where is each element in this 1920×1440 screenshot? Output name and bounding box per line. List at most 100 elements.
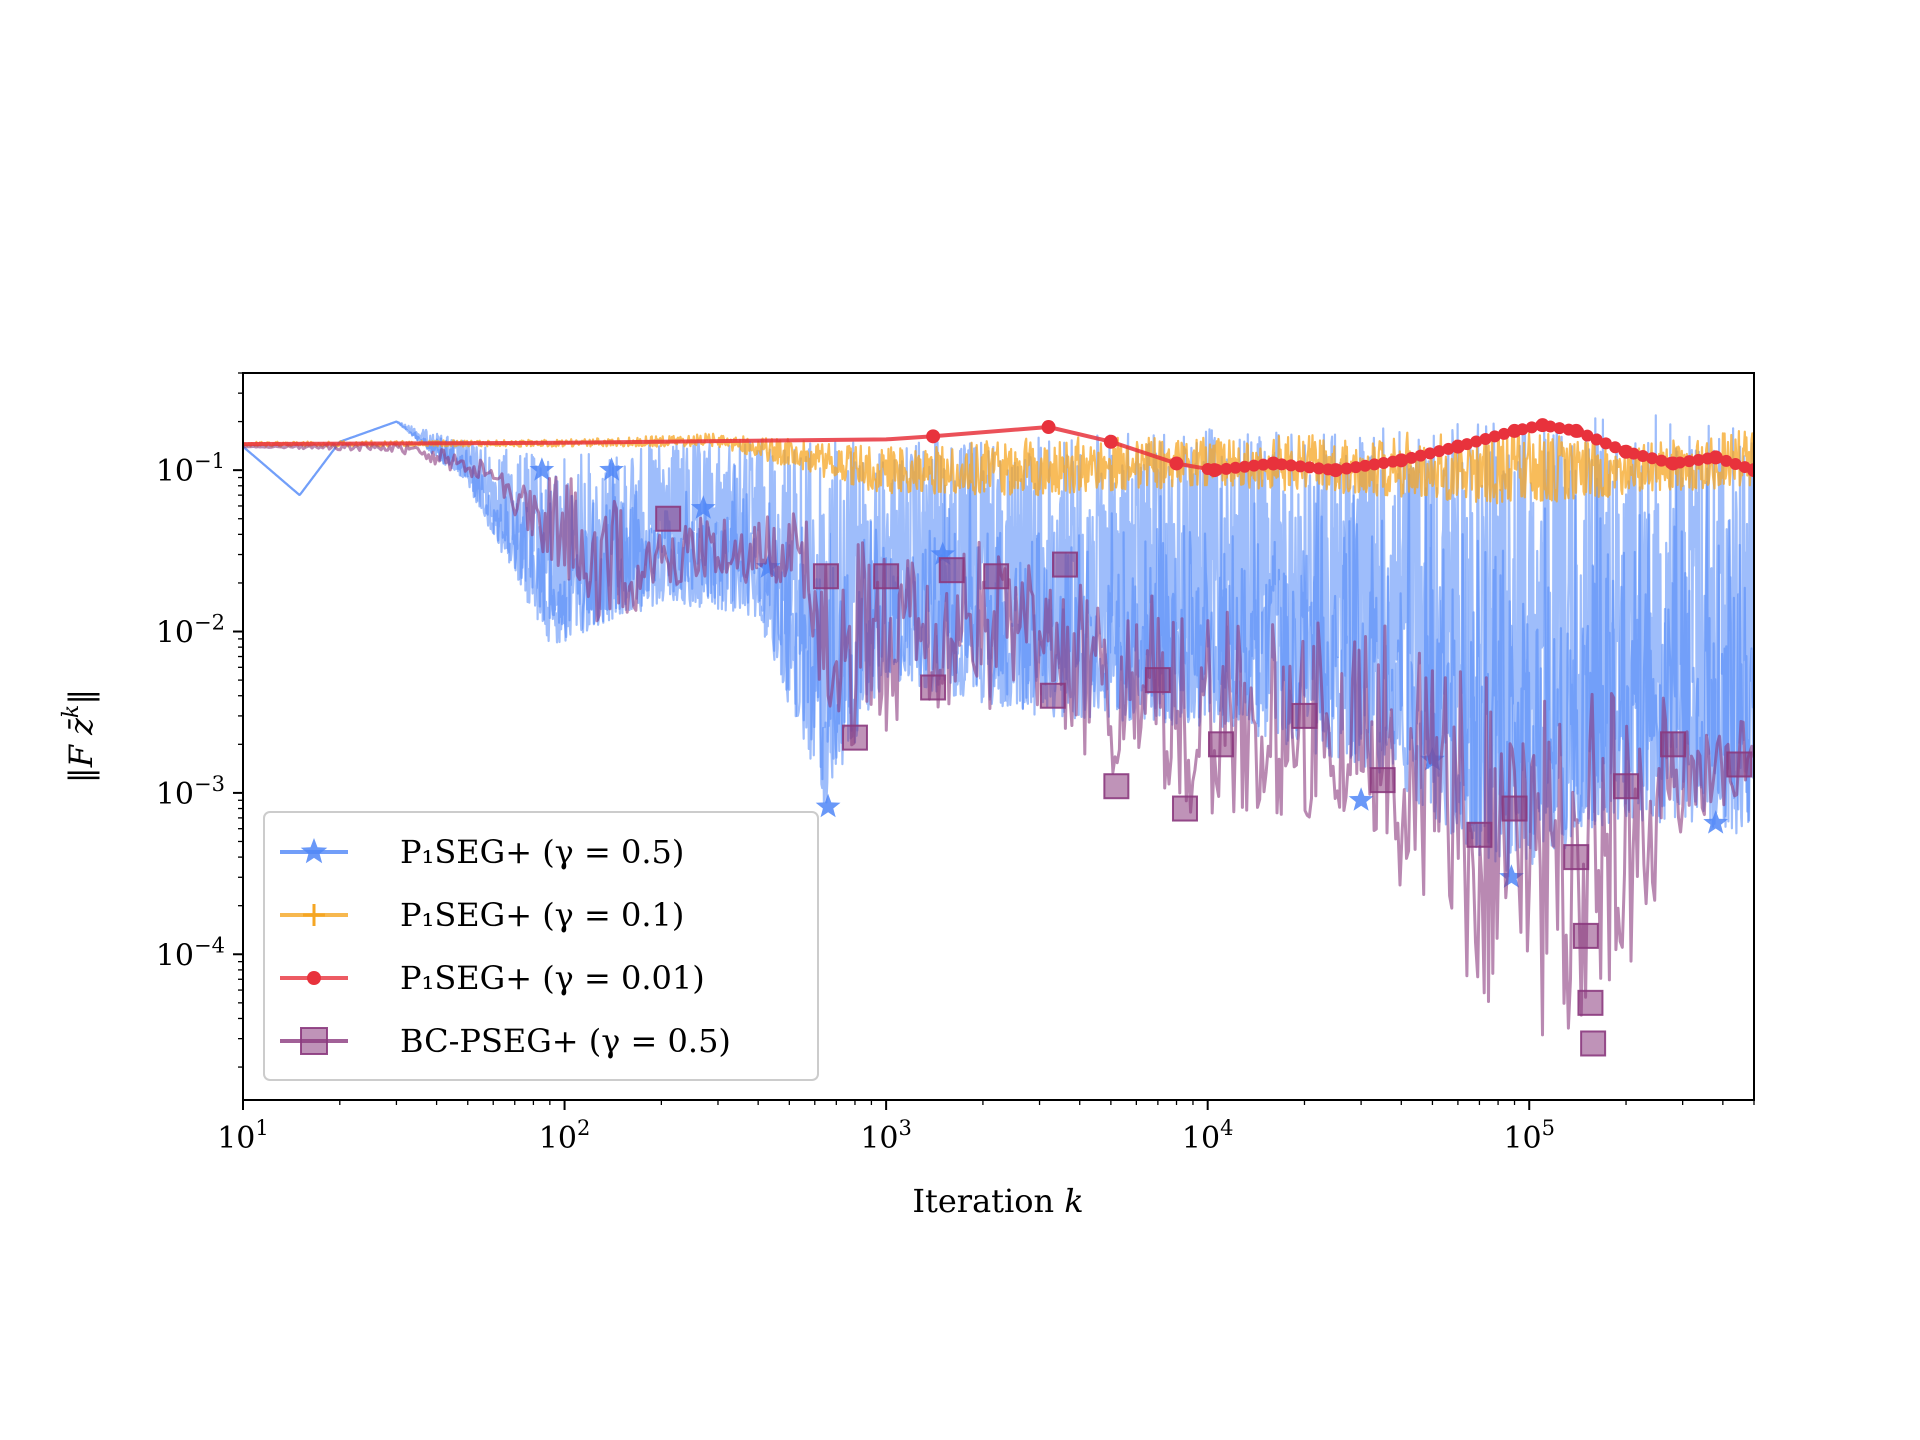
data-point-p1seg-gamma-0.01-dense-10 [1294,460,1307,473]
legend-swatch-marker-0 [300,838,328,864]
data-point-p1seg-gamma-0.01-dense-40 [1572,425,1585,438]
data-point-p1seg-gamma-0.01-dense-43 [1599,437,1612,450]
series-p1seg-gamma-0.01 [243,418,1754,478]
data-point-bc-pseg-gamma-0.5-11 [1171,795,1198,822]
data-point-p1seg-gamma-0.01-dense-22 [1405,451,1418,464]
data-point-bc-pseg-gamma-0.5-23 [1726,751,1753,778]
data-point-p1seg-gamma-0.01-dense-50 [1664,456,1677,469]
data-point-p1seg-gamma-0.01-dense-11 [1303,461,1316,474]
data-point-p1seg-gamma-0.01-dense-38 [1553,422,1566,435]
data-point-p1seg-gamma-0.01-dense-57 [1729,457,1742,470]
data-point-p1seg-gamma-0.01-dense-24 [1423,447,1436,460]
legend-item-1: P₁SEG+ (γ = 0.1) [280,896,684,934]
data-point-p1seg-gamma-0.01-dense-9 [1285,459,1298,472]
x-tick-label-0: 101 [217,1116,269,1156]
data-point-bc-pseg-gamma-0.5-16 [1501,795,1528,822]
data-point-p1seg-gamma-0.01-dense-36 [1535,419,1548,432]
data-point-p1seg-gamma-0.5-6 [1348,787,1374,811]
data-point-p1seg-gamma-0.01-dense-0 [1201,462,1214,475]
data-point-p1seg-gamma-0.01-dense-2 [1220,462,1233,475]
data-point-p1seg-gamma-0.01-3 [926,429,941,444]
data-point-p1seg-gamma-0.01-dense-1 [1210,463,1223,476]
data-point-bc-pseg-gamma-0.5-13 [1291,702,1318,729]
data-point-bc-pseg-gamma-0.5-4 [920,674,947,701]
data-point-p1seg-gamma-0.01-dense-35 [1525,421,1538,434]
y-tick-label-0: 10−1 [156,449,225,489]
data-point-p1seg-gamma-0.01-dense-20 [1386,455,1399,468]
data-point-bc-pseg-gamma-0.5-6 [983,563,1010,590]
series-line-p1seg-gamma-0.5 [243,414,1754,878]
data-point-bc-pseg-gamma-0.5-20 [1580,1030,1607,1057]
data-point-p1seg-gamma-0.01-dense-53 [1692,453,1705,466]
data-point-p1seg-gamma-0.01-dense-21 [1396,454,1409,467]
data-point-p1seg-gamma-0.01-dense-51 [1673,456,1686,469]
legend-box [263,811,819,1081]
y-axis-label: ‖F z̄k‖ [59,689,100,784]
data-point-bc-pseg-gamma-0.5-10 [1144,667,1171,694]
data-point-p1seg-gamma-0.01-dense-54 [1701,452,1714,465]
data-point-p1seg-gamma-0.01-dense-33 [1507,425,1520,438]
data-point-p1seg-gamma-0.01-dense-7 [1266,457,1279,470]
data-point-p1seg-gamma-0.01-dense-37 [1544,420,1557,433]
y-tick-label-1: 10−2 [156,611,225,651]
data-point-p1seg-gamma-0.01-dense-25 [1433,445,1446,458]
data-point-bc-pseg-gamma-0.5-15 [1466,821,1493,848]
data-point-bc-pseg-gamma-0.5-8 [1052,551,1079,578]
data-point-p1seg-gamma-0.01-dense-18 [1368,458,1381,471]
legend-item-3: BC-PSEG+ (γ = 0.5) [280,1022,731,1060]
data-point-p1seg-gamma-0.01-dense-59 [1748,464,1754,477]
data-point-p1seg-gamma-0.01-6 [1169,456,1184,471]
legend-label-3: BC-PSEG+ (γ = 0.5) [400,1022,731,1060]
data-point-bc-pseg-gamma-0.5-5 [938,557,965,584]
data-point-p1seg-gamma-0.01-dense-16 [1349,461,1362,474]
legend-swatch-marker-3 [300,1027,328,1055]
data-point-bc-pseg-gamma-0.5-22 [1660,731,1687,758]
data-point-p1seg-gamma-0.01-dense-32 [1497,427,1510,440]
data-point-bc-pseg-gamma-0.5-21 [1613,773,1640,800]
data-point-p1seg-gamma-0.01-dense-15 [1340,462,1353,475]
legend-label-1: P₁SEG+ (γ = 0.1) [400,896,684,934]
data-point-bc-pseg-gamma-0.5-3 [873,563,900,590]
data-point-bc-pseg-gamma-0.5-14 [1369,767,1396,794]
plot-frame [242,372,1755,1101]
data-point-p1seg-gamma-0.01-dense-31 [1488,430,1501,443]
legend-item-2: P₁SEG+ (γ = 0.01) [280,959,705,997]
data-point-p1seg-gamma-0.01-dense-48 [1646,452,1659,465]
data-point-p1seg-gamma-0.01-dense-29 [1470,435,1483,448]
data-point-bc-pseg-gamma-0.5-12 [1207,731,1234,758]
data-point-p1seg-gamma-0.01-dense-26 [1442,442,1455,455]
data-point-p1seg-gamma-0.01-dense-8 [1275,458,1288,471]
x-axis-label: Iteration k [912,1182,1083,1220]
data-point-p1seg-gamma-0.01-dense-4 [1238,460,1251,473]
data-point-p1seg-gamma-0.01-dense-58 [1738,461,1751,474]
data-point-p1seg-gamma-0.01-dense-23 [1414,449,1427,462]
data-point-p1seg-gamma-0.01-dense-28 [1460,438,1473,451]
data-point-p1seg-gamma-0.01-dense-55 [1710,451,1723,464]
legend-swatch-marker-2 [307,971,321,985]
data-point-p1seg-gamma-0.01-dense-19 [1377,456,1390,469]
data-point-p1seg-gamma-0.01-dense-12 [1312,462,1325,475]
data-point-p1seg-gamma-0.01-dense-6 [1257,458,1270,471]
data-point-p1seg-gamma-0.5-8 [1499,864,1524,888]
data-point-p1seg-gamma-0.01-4 [1041,420,1056,435]
data-point-p1seg-gamma-0.5-9 [1703,810,1728,834]
data-point-p1seg-gamma-0.01-5 [1103,434,1118,449]
series-bc-pseg-gamma-0.5 [243,442,1754,1057]
data-point-p1seg-gamma-0.01-dense-52 [1683,455,1696,468]
data-point-p1seg-gamma-0.01-dense-45 [1618,445,1631,458]
x-tick-label-4: 105 [1503,1116,1555,1156]
x-tick-label-2: 103 [860,1116,912,1156]
data-point-p1seg-gamma-0.01-dense-30 [1479,432,1492,445]
data-point-p1seg-gamma-0.01-dense-47 [1636,449,1649,462]
y-tick-label-3: 10−4 [156,933,225,973]
data-point-p1seg-gamma-0.5-2 [690,495,716,519]
data-point-p1seg-gamma-0.01-dense-34 [1516,423,1529,436]
data-point-bc-pseg-gamma-0.5-9 [1103,773,1130,800]
data-point-bc-pseg-gamma-0.5-1 [812,563,839,590]
data-point-bc-pseg-gamma-0.5-19 [1577,989,1604,1016]
data-point-p1seg-gamma-0.5-3 [755,554,781,578]
legend-swatch-marker-1 [303,904,325,926]
data-point-p1seg-gamma-0.01-dense-41 [1581,429,1594,442]
series-line-bc-pseg-gamma-0.5 [243,442,1754,1037]
data-point-p1seg-gamma-0.01-dense-56 [1720,454,1733,467]
